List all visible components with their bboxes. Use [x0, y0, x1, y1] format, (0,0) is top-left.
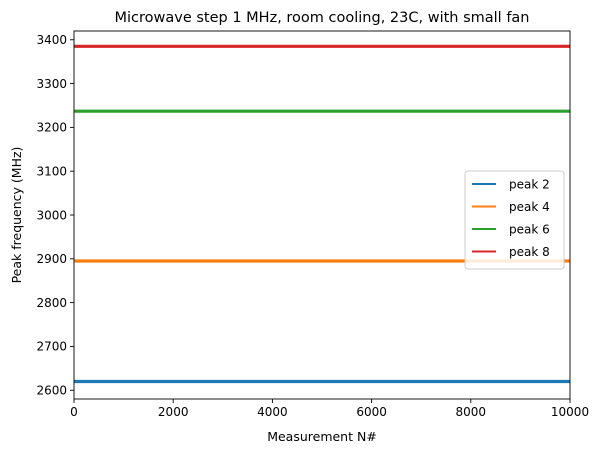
- y-tick-label: 3000: [36, 208, 67, 222]
- legend-label: peak 6: [509, 222, 550, 236]
- y-tick-label: 2600: [36, 384, 67, 398]
- x-tick-label: 10000: [551, 405, 589, 419]
- x-tick-label: 8000: [456, 405, 487, 419]
- chart-title: Microwave step 1 MHz, room cooling, 23C,…: [114, 10, 529, 26]
- y-tick-label: 2700: [36, 340, 67, 354]
- x-tick-label: 0: [70, 405, 78, 419]
- x-tick-label: 4000: [257, 405, 288, 419]
- x-axis-ticks: 0 2000 4000 6000 8000 10000: [70, 399, 589, 419]
- y-tick-label: 2900: [36, 252, 67, 266]
- y-tick-label: 2800: [36, 296, 67, 310]
- y-tick-label: 3200: [36, 121, 67, 135]
- x-tick-label: 2000: [158, 405, 189, 419]
- legend: peak 2 peak 4 peak 6 peak 8: [464, 170, 565, 270]
- y-axis-ticks: 2600 2700 2800 2900 3000 3100 3200 3300 3400: [36, 33, 74, 398]
- y-tick-label: 3400: [36, 33, 67, 47]
- legend-label: peak 2: [509, 177, 550, 191]
- x-tick-label: 6000: [356, 405, 387, 419]
- series-layer: [74, 44, 570, 384]
- y-tick-label: 3100: [36, 164, 67, 178]
- legend-box: [464, 170, 565, 270]
- y-tick-label: 3300: [36, 77, 67, 91]
- y-axis-label: Peak frequency (MHz): [9, 147, 24, 284]
- legend-label: peak 4: [509, 200, 550, 214]
- legend-label: peak 8: [509, 245, 550, 259]
- x-axis-label: Measurement N#: [267, 429, 377, 444]
